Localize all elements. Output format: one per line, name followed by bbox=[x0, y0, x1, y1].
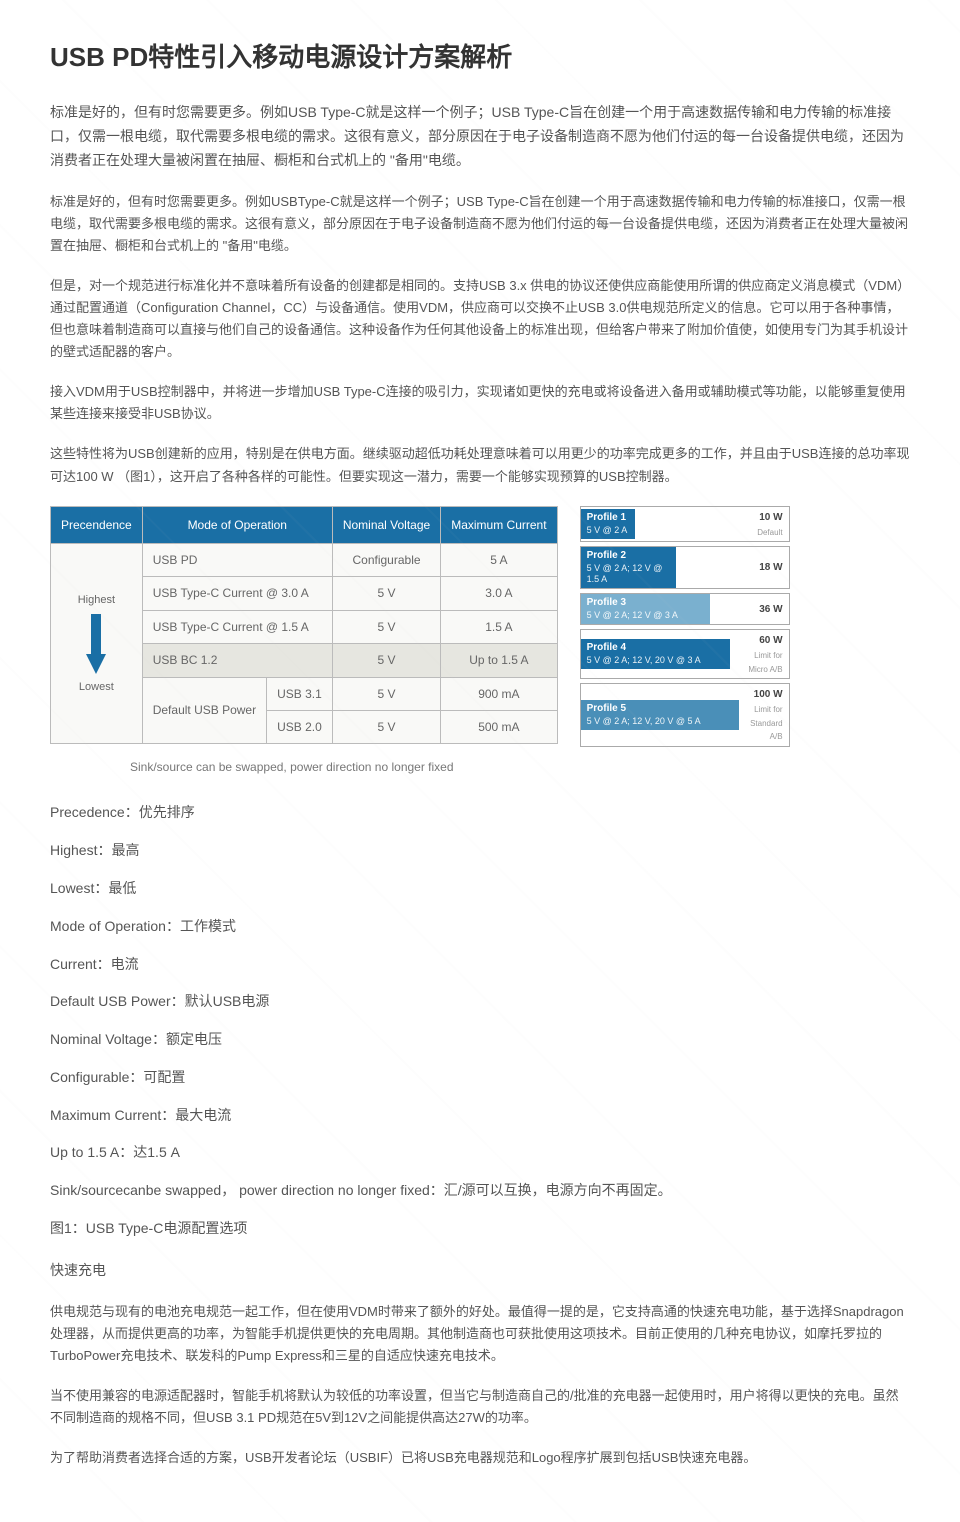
definitions: Precedence：优先排序 Highest：最高 Lowest：最低 Mod… bbox=[50, 801, 910, 1203]
page-title: USB PD特性引入移动电源设计方案解析 bbox=[50, 35, 910, 79]
paragraph: 为了帮助消费者选择合适的方案，USB开发者论坛（USBIF）已将USB充电器规范… bbox=[50, 1447, 910, 1469]
profile-bar: Profile 15 V @ 2 A10 WDefault bbox=[580, 506, 790, 543]
volt-cell: 5 V bbox=[332, 610, 440, 643]
cur-cell: 1.5 A bbox=[441, 610, 557, 643]
definition: Current：电流 bbox=[50, 953, 910, 977]
paragraph: 供电规范与现有的电池充电规范一起工作，但在使用VDM时带来了额外的好处。最值得一… bbox=[50, 1301, 910, 1367]
precedence-cell: Highest Lowest bbox=[51, 544, 143, 744]
definition: Default USB Power：默认USB电源 bbox=[50, 990, 910, 1014]
th-current: Maximum Current bbox=[441, 506, 557, 543]
mode-cell: USB PD bbox=[142, 544, 332, 577]
profile-bar: Profile 25 V @ 2 A; 12 V @ 1.5 A18 W bbox=[580, 546, 790, 589]
config-table: Precendence Mode of Operation Nominal Vo… bbox=[50, 506, 558, 745]
paragraph: 这些特性将为USB创建新的应用，特别是在供电方面。继续驱动超低功耗处理意味着可以… bbox=[50, 443, 910, 487]
definition: Lowest：最低 bbox=[50, 877, 910, 901]
profile-label: Profile 45 V @ 2 A; 12 V, 20 V @ 3 A bbox=[581, 639, 731, 669]
cur-cell: Up to 1.5 A bbox=[441, 644, 557, 677]
profile-wattage: 18 W bbox=[676, 557, 788, 578]
highest-label: Highest bbox=[78, 594, 115, 606]
sub-cell: USB 3.1 bbox=[267, 677, 333, 710]
profile-bar: Profile 35 V @ 2 A; 12 V @ 3 A36 W bbox=[580, 593, 790, 625]
definition: Mode of Operation：工作模式 bbox=[50, 915, 910, 939]
profile-label: Profile 25 V @ 2 A; 12 V @ 1.5 A bbox=[581, 547, 677, 588]
figure-caption: 图1：USB Type-C电源配置选项 bbox=[50, 1217, 910, 1241]
profile-label: Profile 15 V @ 2 A bbox=[581, 509, 635, 539]
profile-bar: Profile 45 V @ 2 A; 12 V, 20 V @ 3 A60 W… bbox=[580, 629, 790, 679]
mode-cell: USB Type-C Current @ 1.5 A bbox=[142, 610, 332, 643]
section-heading: 快速充电 bbox=[50, 1259, 910, 1283]
volt-cell: 5 V bbox=[332, 677, 440, 710]
cur-cell: 5 A bbox=[441, 544, 557, 577]
mode-cell: Default USB Power bbox=[142, 677, 266, 744]
mode-cell: USB Type-C Current @ 3.0 A bbox=[142, 577, 332, 610]
paragraph: 但是，对一个规范进行标准化并不意味着所有设备的创建都是相同的。支持USB 3.x… bbox=[50, 275, 910, 363]
profile-bar: Profile 55 V @ 2 A; 12 V, 20 V @ 5 A100 … bbox=[580, 683, 790, 747]
profile-wattage: 10 WDefault bbox=[635, 507, 789, 542]
paragraph: 标准是好的，但有时您需要更多。例如USBType-C就是这样一个例子；USB T… bbox=[50, 191, 910, 257]
definition: Nominal Voltage：额定电压 bbox=[50, 1028, 910, 1052]
definition: Configurable：可配置 bbox=[50, 1066, 910, 1090]
profile-wattage: 100 WLimit for Standard A/B bbox=[739, 684, 789, 746]
mode-cell: USB BC 1.2 bbox=[142, 644, 332, 677]
th-precedence: Precendence bbox=[51, 506, 143, 543]
th-voltage: Nominal Voltage bbox=[332, 506, 440, 543]
sub-cell: USB 2.0 bbox=[267, 710, 333, 743]
paragraph: 标准是好的，但有时您需要更多。例如USB Type-C就是这样一个例子；USB … bbox=[50, 101, 910, 172]
profile-wattage: 60 WLimit for Micro A/B bbox=[730, 630, 788, 678]
figure-row: Precendence Mode of Operation Nominal Vo… bbox=[50, 506, 910, 751]
definition: Up to 1.5 A：达1.5 A bbox=[50, 1141, 910, 1165]
cur-cell: 3.0 A bbox=[441, 577, 557, 610]
definition: Precedence：优先排序 bbox=[50, 801, 910, 825]
volt-cell: 5 V bbox=[332, 577, 440, 610]
definition: Highest：最高 bbox=[50, 839, 910, 863]
definition: Maximum Current：最大电流 bbox=[50, 1104, 910, 1128]
cur-cell: 500 mA bbox=[441, 710, 557, 743]
arrow-down-icon bbox=[86, 614, 106, 674]
profile-label: Profile 35 V @ 2 A; 12 V @ 3 A bbox=[581, 594, 710, 624]
cur-cell: 900 mA bbox=[441, 677, 557, 710]
definition: Sink/sourcecanbe swapped， power directio… bbox=[50, 1179, 910, 1203]
volt-cell: 5 V bbox=[332, 644, 440, 677]
profile-wattage: 36 W bbox=[710, 599, 789, 620]
paragraph: 当不使用兼容的电源适配器时，智能手机将默认为较低的功率设置，但当它与制造商自己的… bbox=[50, 1385, 910, 1429]
swap-note: Sink/source can be swapped, power direct… bbox=[50, 757, 910, 777]
paragraph: 接入VDM用于USB控制器中，并将进一步增加USB Type-C连接的吸引力，实… bbox=[50, 381, 910, 425]
th-mode: Mode of Operation bbox=[142, 506, 332, 543]
volt-cell: 5 V bbox=[332, 710, 440, 743]
profile-label: Profile 55 V @ 2 A; 12 V, 20 V @ 5 A bbox=[581, 700, 739, 730]
volt-cell: Configurable bbox=[332, 544, 440, 577]
profile-bars: Profile 15 V @ 2 A10 WDefaultProfile 25 … bbox=[580, 506, 790, 751]
lowest-label: Lowest bbox=[79, 681, 114, 693]
